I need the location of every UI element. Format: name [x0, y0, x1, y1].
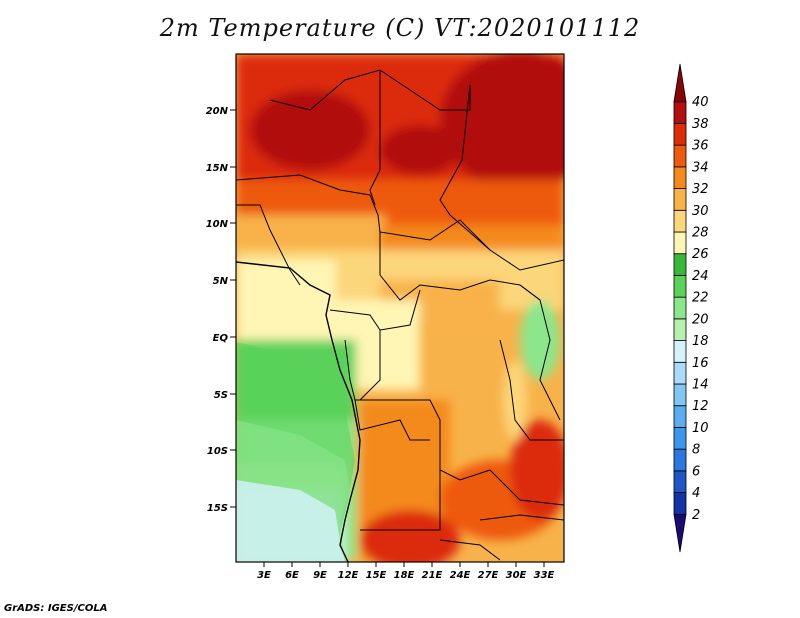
- colorbar-label: 20: [692, 312, 709, 327]
- lat-axis: 20N 15N 10N 5N EQ 5S 10S 15S: [206, 106, 236, 514]
- colorbar-swatch: [673, 123, 687, 146]
- colorbar-label: 8: [692, 443, 700, 458]
- colorbar-label: 14: [692, 378, 709, 393]
- lon-axis: 3E 6E 9E 12E 15E 18E 21E 24E 27E 30E 33E: [257, 562, 555, 581]
- lat-tick-5s: 5S: [214, 390, 228, 401]
- colorbar-label: 10: [692, 421, 709, 436]
- colorbar-swatch: [673, 188, 687, 211]
- lon-tick-33e: 33E: [534, 570, 555, 581]
- temperature-field: [236, 54, 564, 562]
- colorbar-swatch: [673, 470, 687, 493]
- colorbar-label: 12: [692, 399, 709, 414]
- coastline: [236, 261, 361, 562]
- colorbar-label: 4: [692, 486, 700, 501]
- colorbar-label: 24: [692, 269, 709, 284]
- colorbar-label: 30: [692, 204, 709, 219]
- colorbar-swatch: [673, 513, 687, 553]
- colorbar-swatch: [673, 383, 687, 407]
- lat-tick-10n: 10N: [206, 219, 229, 230]
- colorbar-label: 18: [692, 334, 709, 349]
- colorbar-swatch: [673, 231, 687, 255]
- colorbar-swatch: [673, 209, 687, 233]
- colorbar-swatch: [673, 340, 687, 363]
- lon-tick-27e: 27E: [478, 570, 499, 581]
- colorbar-label: 28: [692, 226, 709, 241]
- colorbar-swatch: [673, 448, 687, 472]
- colorbar-swatch: [673, 296, 687, 320]
- colorbar-swatch: [673, 253, 687, 276]
- colorbar-label: 32: [692, 182, 709, 197]
- colorbar-label: 2: [692, 508, 700, 523]
- colorbar-swatch: [673, 427, 687, 450]
- map-frame: [235, 53, 565, 563]
- country-borders: [236, 69, 564, 561]
- colorbar-swatch: [673, 144, 687, 168]
- colorbar-swatch: [673, 318, 687, 341]
- colorbar-swatch: [673, 63, 687, 103]
- lat-tick-15n: 15N: [206, 163, 229, 174]
- lat-tick-5n: 5N: [213, 276, 229, 287]
- colorbar-label: 34: [692, 160, 709, 175]
- colorbar-swatch: [673, 361, 687, 385]
- lon-tick-15e: 15E: [366, 570, 387, 581]
- lat-tick-20n: 20N: [206, 106, 229, 117]
- colorbar-label: 16: [692, 356, 709, 371]
- colorbar-label: 36: [692, 139, 709, 154]
- map-title: 2m Temperature (C) VT:2020101112: [159, 14, 641, 42]
- colorbar-label: 40: [692, 95, 709, 110]
- lon-tick-6e: 6E: [285, 570, 299, 581]
- colorbar-label: 22: [692, 291, 709, 306]
- colorbar-label: 38: [692, 117, 709, 132]
- lon-tick-12e: 12E: [338, 570, 359, 581]
- lon-tick-21e: 21E: [422, 570, 443, 581]
- colorbar-swatch: [673, 101, 687, 124]
- lon-tick-3e: 3E: [257, 570, 271, 581]
- lon-tick-24e: 24E: [450, 570, 471, 581]
- credit-label: GrADS: IGES/COLA: [4, 603, 108, 614]
- lat-tick-eq: EQ: [213, 333, 229, 344]
- colorbar-label: 6: [692, 464, 700, 479]
- colorbar-label: 26: [692, 247, 709, 262]
- colorbar-swatch: [673, 492, 687, 515]
- lat-tick-10s: 10S: [207, 446, 228, 457]
- lon-tick-30e: 30E: [506, 570, 527, 581]
- lon-tick-18e: 18E: [394, 570, 415, 581]
- lat-tick-15s: 15S: [207, 503, 228, 514]
- lon-tick-9e: 9E: [313, 570, 327, 581]
- colorbar-swatch: [673, 275, 687, 298]
- colorbar-swatch: [673, 166, 687, 189]
- colorbar-swatch: [673, 405, 687, 428]
